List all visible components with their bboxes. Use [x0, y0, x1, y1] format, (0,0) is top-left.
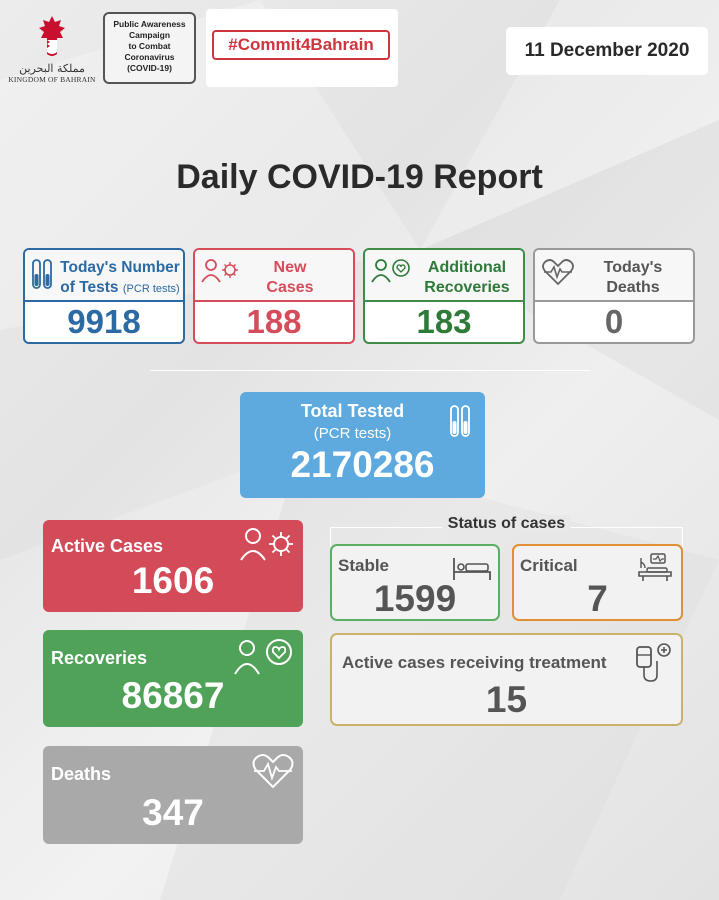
- campaign-line: Public Awareness: [113, 19, 186, 29]
- section-divider: [150, 370, 590, 371]
- new-cases-value: 188: [195, 300, 353, 342]
- new-cases-label: New Cases: [235, 258, 345, 298]
- logo-arabic-text: مملكة البحرين: [19, 62, 85, 75]
- campaign-line: (COVID-19): [127, 63, 172, 73]
- coat-of-arms-icon: [39, 16, 65, 56]
- stable-card: Stable 1599: [330, 544, 500, 621]
- kingdom-logo: مملكة البحرين KINGDOM OF BAHRAIN: [6, 14, 98, 88]
- stable-label: Stable: [338, 556, 390, 575]
- campaign-line: to Combat: [128, 41, 171, 51]
- active-cases-card: Active Cases 1606: [43, 520, 303, 612]
- hospital-bed-icon: [453, 558, 491, 580]
- stable-value: 1599: [373, 578, 457, 619]
- additional-recoveries-label-line1: Additional: [427, 259, 507, 276]
- deaths-card: Deaths 347: [43, 746, 303, 844]
- hashtag-banner: #Commit4Bahrain: [206, 9, 398, 87]
- status-title: Status of cases: [330, 515, 683, 533]
- heartbeat-icon: [252, 754, 294, 789]
- hashtag-text: #Commit4Bahrain: [212, 30, 390, 60]
- todays-deaths-label: Today's Deaths: [577, 258, 689, 298]
- report-date: 11 December 2020: [506, 27, 708, 75]
- daily-tests-value: 9918: [25, 300, 183, 342]
- total-tested-note: (PCR tests): [313, 425, 392, 442]
- test-tubes-icon: [32, 259, 52, 289]
- daily-tests-label-line1: Today's Number: [60, 259, 180, 276]
- deaths-value: 347: [142, 792, 204, 833]
- total-tested-card: Total Tested (PCR tests) 2170286: [240, 392, 485, 498]
- active-cases-value: 1606: [131, 560, 215, 601]
- person-heart-icon: [371, 259, 410, 283]
- status-title-text: Status of cases: [441, 515, 572, 532]
- heartbeat-icon: [542, 259, 574, 286]
- new-cases-label-line2: Cases: [266, 279, 314, 296]
- campaign-line: Campaign: [128, 30, 171, 40]
- person-heart-icon: [234, 639, 292, 675]
- treatment-value: 15: [485, 679, 528, 720]
- additional-recoveries-label-line2: Recoveries: [424, 279, 510, 296]
- additional-recoveries-label: Additional Recoveries: [409, 258, 523, 298]
- daily-tests-card: Today's Number of Tests (PCR tests) 9918: [23, 248, 185, 344]
- todays-deaths-value: 0: [535, 300, 693, 342]
- icu-bed-icon: [638, 553, 672, 581]
- daily-tests-label-line2: of Tests: [60, 279, 119, 296]
- new-cases-card: New Cases 188: [193, 248, 355, 344]
- total-tested-value: 2170286: [290, 444, 435, 485]
- recoveries-label: Recoveries: [51, 648, 148, 668]
- total-tested-label: Total Tested: [300, 401, 405, 421]
- todays-deaths-label-line1: Today's: [603, 259, 663, 276]
- recoveries-card: Recoveries 86867: [43, 630, 303, 727]
- additional-recoveries-card: Additional Recoveries 183: [363, 248, 525, 344]
- treatment-card: Active cases receiving treatment 15: [330, 633, 683, 726]
- iv-drip-icon: [636, 643, 671, 682]
- new-cases-label-line1: New: [273, 259, 307, 276]
- deaths-label: Deaths: [51, 764, 112, 784]
- active-cases-label: Active Cases: [51, 536, 164, 556]
- campaign-badge: Public Awareness Campaign to Combat Coro…: [103, 12, 196, 84]
- test-tubes-icon: [450, 405, 470, 437]
- critical-value: 7: [587, 578, 608, 619]
- campaign-line: Coronavirus: [124, 52, 175, 62]
- recoveries-value: 86867: [121, 675, 225, 716]
- todays-deaths-label-line2: Deaths: [606, 279, 660, 296]
- daily-tests-label: Today's Number of Tests (PCR tests): [55, 258, 183, 299]
- critical-label: Critical: [520, 556, 578, 575]
- additional-recoveries-value: 183: [365, 300, 523, 342]
- page-title: Daily COVID-19 Report: [176, 158, 543, 196]
- logo-english-text: KINGDOM OF BAHRAIN: [8, 75, 96, 84]
- todays-deaths-card: Today's Deaths 0: [533, 248, 695, 344]
- critical-card: Critical 7: [512, 544, 683, 621]
- treatment-label: Active cases receiving treatment: [342, 653, 607, 672]
- person-virus-icon: [201, 259, 238, 283]
- daily-tests-note: (PCR tests): [122, 283, 180, 295]
- person-virus-icon: [240, 528, 293, 561]
